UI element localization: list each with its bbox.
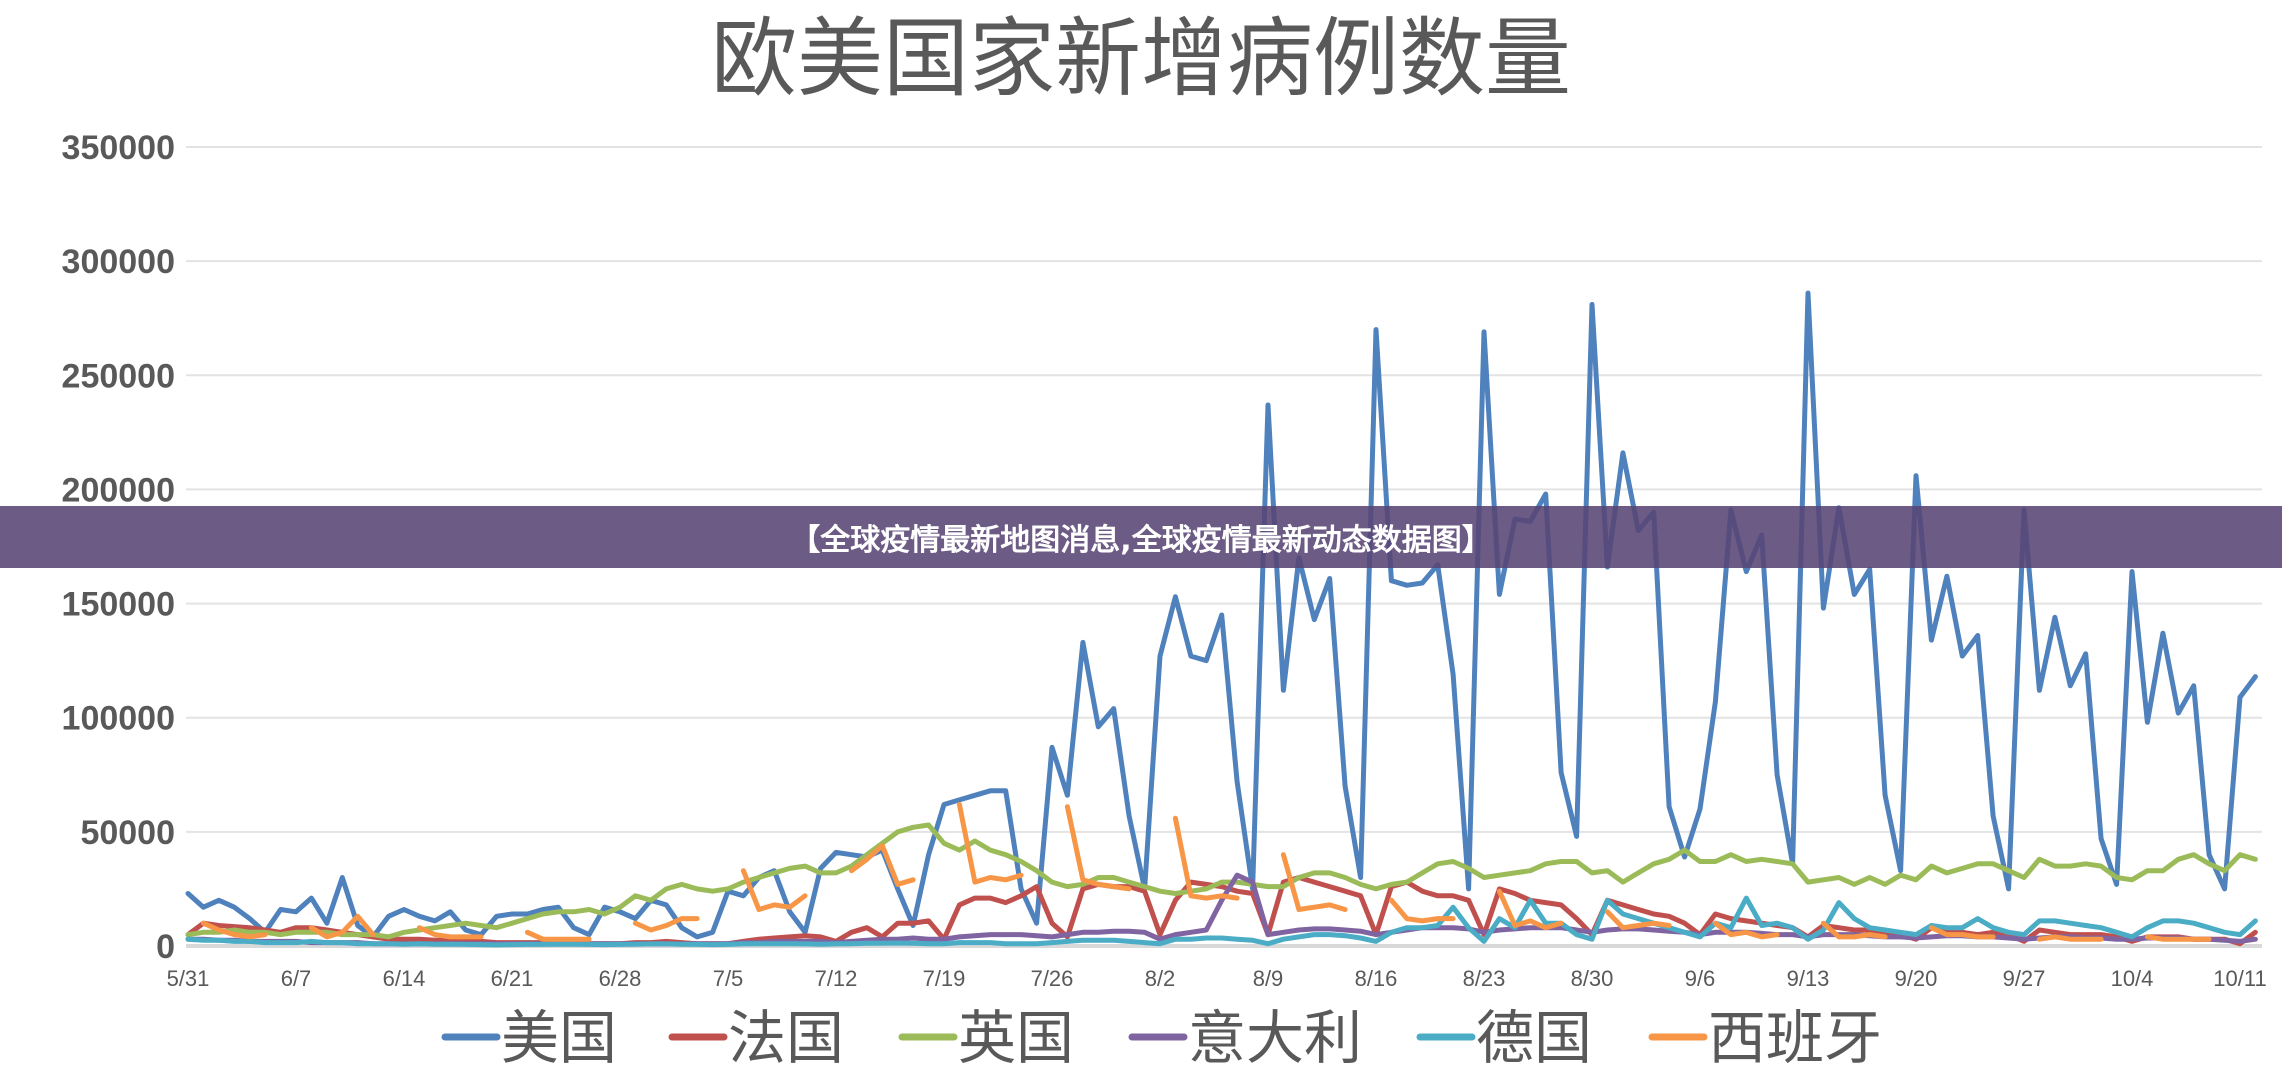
banner-text: 【全球疫情最新地图消息,全球疫情最新动态数据图】: [790, 523, 1492, 558]
y-tick-label: 300000: [62, 243, 175, 281]
legend-label: 意大利: [1188, 1004, 1362, 1072]
x-tick-label: 7/12: [815, 966, 858, 991]
x-tick-label: 6/7: [281, 966, 312, 991]
x-tick-label: 9/13: [1787, 966, 1830, 991]
x-tick-label: 8/2: [1145, 966, 1176, 991]
legend-item: 美国: [441, 1004, 617, 1072]
x-tick-label: 7/26: [1031, 966, 1074, 991]
x-tick-label: 8/9: [1253, 966, 1284, 991]
legend-label: 西班牙: [1708, 1004, 1882, 1072]
x-axis-ticks: 5/31 6/7 6/14 6/21 6/28 7/5 7/12 7/19 7/26 8/2 8/9…: [167, 966, 2267, 991]
series-line-4: [185, 895, 2258, 948]
x-tick-label: 6/21: [491, 966, 534, 991]
x-tick-label: 5/31: [167, 966, 210, 991]
x-tick-label: 9/27: [2003, 966, 2046, 991]
x-tick-label: 6/28: [599, 966, 642, 991]
legend-item: 英国: [898, 1004, 1074, 1072]
legend-item: 西班牙: [1648, 1004, 1882, 1072]
x-tick-label: 8/23: [1463, 966, 1506, 991]
y-tick-label: 250000: [62, 357, 175, 395]
y-tick-label: 150000: [62, 586, 175, 624]
series-line-0: [185, 290, 2258, 940]
series-line-2: [185, 822, 2258, 940]
y-tick-label: 200000: [62, 471, 175, 509]
chart-title: 欧美国家新增病例数量: [711, 9, 1571, 109]
legend-label: 美国: [501, 1004, 617, 1072]
legend: 美国 法国 英国 意大利 德国 西班牙: [441, 1004, 1882, 1072]
overlay-banner: 【全球疫情最新地图消息,全球疫情最新动态数据图】: [0, 506, 2282, 568]
legend-label: 法国: [728, 1004, 844, 1072]
x-tick-label: 7/19: [923, 966, 966, 991]
y-tick-label: 350000: [62, 129, 175, 167]
legend-label: 英国: [958, 1004, 1074, 1072]
series-lines: [185, 290, 2258, 948]
y-tick-label: 0: [156, 928, 175, 966]
x-tick-label: 7/5: [713, 966, 744, 991]
x-tick-label: 10/11: [2213, 966, 2266, 991]
legend-item: 意大利: [1128, 1004, 1362, 1072]
series-line-5: [200, 802, 2212, 942]
x-tick-label: 10/4: [2111, 966, 2154, 991]
x-tick-label: 8/16: [1355, 966, 1398, 991]
y-axis-ticks: 0 50000 100000 150000 200000 250000 300000 3500…: [62, 129, 175, 966]
y-tick-label: 50000: [80, 814, 175, 852]
legend-item: 德国: [1416, 1004, 1592, 1072]
y-tick-label: 100000: [62, 700, 175, 738]
x-tick-label: 9/20: [1895, 966, 1938, 991]
x-tick-label: 9/6: [1685, 966, 1716, 991]
legend-item: 法国: [668, 1004, 844, 1072]
x-tick-label: 6/14: [383, 966, 426, 991]
legend-label: 德国: [1476, 1004, 1592, 1072]
x-tick-label: 8/30: [1571, 966, 1614, 991]
